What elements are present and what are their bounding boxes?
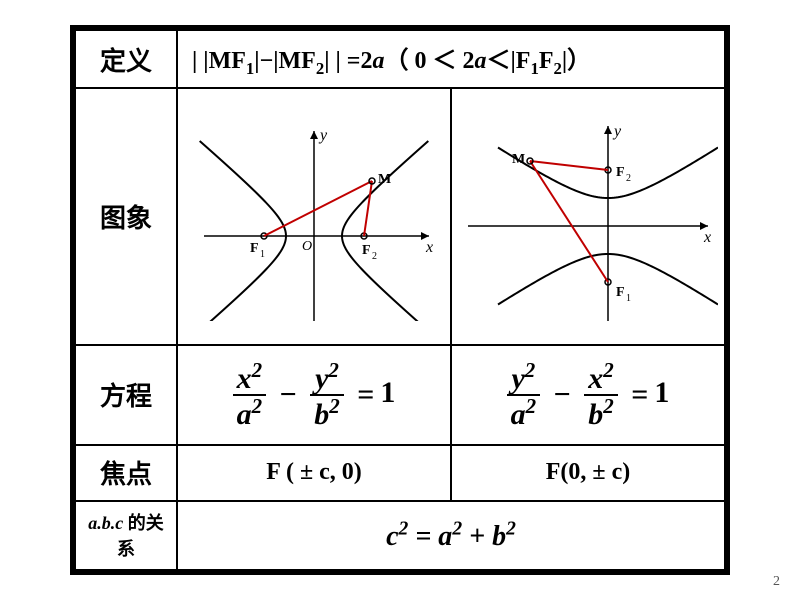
figure-vertical-hyperbola: yxMF2F1 [451,88,725,345]
equation-vertical: y2 a2 − x2 b2 =1 [451,345,725,445]
row-label-abc: a.b.c 的关系 [75,501,177,570]
svg-text:1: 1 [260,249,265,260]
svg-text:F: F [616,285,625,300]
definition-formula: | |MF1|−|MF2| | =2a（ 0 ＜ 2a＜|F1F2|） [177,30,725,88]
svg-text:M: M [512,152,525,167]
svg-text:y: y [612,123,622,140]
abc-relation: c2 = a2 + b2 [177,501,725,570]
svg-text:x: x [703,229,711,246]
figure-horizontal-hyperbola: yxOMF1F2 [177,88,451,345]
table-frame: 定义 | |MF1|−|MF2| | =2a（ 0 ＜ 2a＜|F1F2|） 图… [70,25,730,575]
svg-text:F: F [616,165,625,180]
row-label-figure: 图象 [75,88,177,345]
foci-horizontal: F ( ± c, 0) [177,445,451,501]
row-label-equation: 方程 [75,345,177,445]
row-label-definition: 定义 [75,30,177,88]
svg-text:O: O [302,239,312,254]
svg-text:F: F [250,241,259,256]
hyperbola-properties-table: 定义 | |MF1|−|MF2| | =2a（ 0 ＜ 2a＜|F1F2|） 图… [74,29,726,571]
svg-text:1: 1 [626,293,631,304]
equation-horizontal: x2 a2 − y2 b2 =1 [177,345,451,445]
svg-text:2: 2 [372,251,377,262]
svg-text:2: 2 [626,173,631,184]
svg-text:F: F [362,243,371,258]
row-label-foci: 焦点 [75,445,177,501]
page-number: 2 [773,574,780,590]
foci-vertical: F(0, ± c) [451,445,725,501]
svg-text:x: x [425,239,433,256]
svg-text:M: M [378,172,391,187]
svg-text:y: y [318,127,328,144]
